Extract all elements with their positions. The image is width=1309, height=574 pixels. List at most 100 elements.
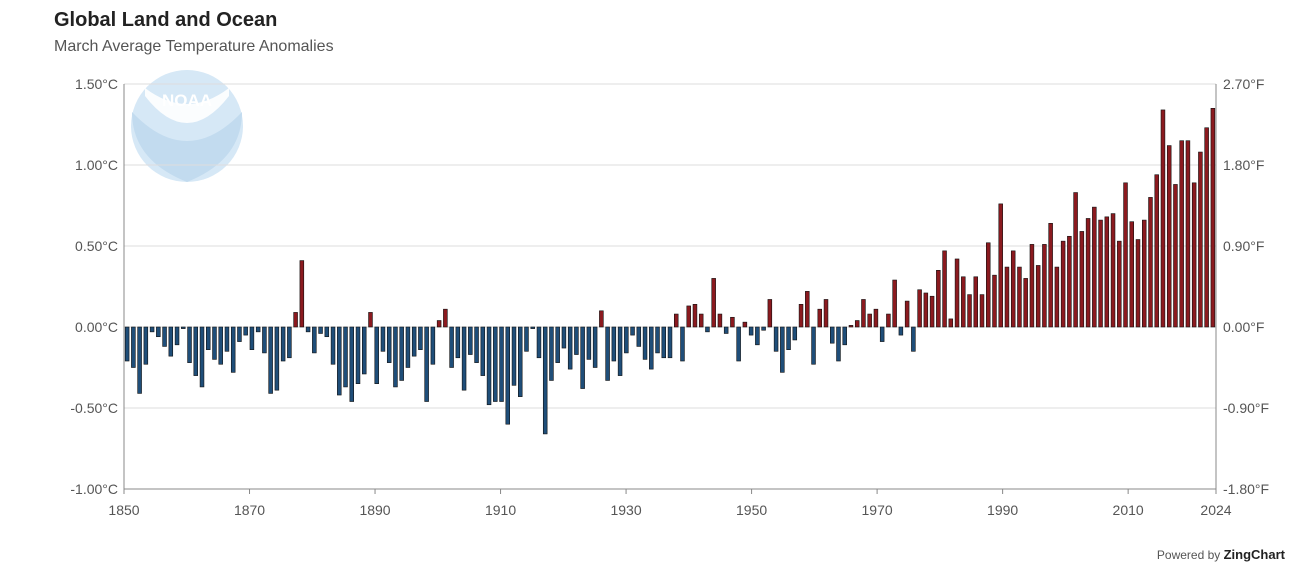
bar <box>717 313 723 328</box>
bar <box>705 326 710 333</box>
bar <box>249 326 255 350</box>
bar <box>349 326 354 402</box>
x-tick-label: 1910 <box>485 502 516 518</box>
bar <box>505 326 510 425</box>
bar <box>848 325 854 328</box>
bar <box>1073 192 1078 328</box>
y-tick-label-left: 0.00°C <box>75 319 118 335</box>
bar <box>1123 182 1128 328</box>
bar <box>973 276 979 328</box>
x-tick-label: 1930 <box>610 502 641 518</box>
bar <box>1185 140 1191 328</box>
bar <box>268 326 273 394</box>
bar <box>979 294 985 328</box>
bar <box>274 326 280 391</box>
x-tick-label: 2024 <box>1200 502 1231 518</box>
bar <box>830 326 835 344</box>
x-tick-label: 1890 <box>359 502 390 518</box>
bar <box>1060 240 1066 328</box>
x-tick-label: 2010 <box>1113 502 1144 518</box>
bar <box>811 326 816 365</box>
y-tick-label-right: -1.80°F <box>1223 481 1269 497</box>
bar <box>667 326 673 359</box>
bar <box>305 326 311 333</box>
bar <box>555 326 560 363</box>
bar <box>430 326 436 365</box>
bar <box>524 326 529 352</box>
bar <box>854 320 860 328</box>
bar <box>624 326 629 354</box>
bar <box>287 326 292 359</box>
bar <box>923 292 929 328</box>
bar <box>698 313 704 328</box>
bar <box>237 326 242 342</box>
bar <box>655 326 660 354</box>
x-tick-label: 1870 <box>234 502 265 518</box>
bar <box>1166 145 1172 328</box>
bar <box>405 326 411 368</box>
bar <box>212 326 217 360</box>
y-tick-label-right: 1.80°F <box>1223 157 1264 173</box>
bar <box>511 326 517 386</box>
bar <box>386 326 392 363</box>
bar <box>1098 219 1103 328</box>
bar <box>1148 197 1153 328</box>
bar <box>499 326 504 402</box>
bar <box>1179 140 1184 328</box>
bar <box>948 318 954 328</box>
bar <box>730 316 735 328</box>
bar <box>224 326 230 352</box>
bar <box>661 326 667 359</box>
bar <box>411 326 417 357</box>
bar <box>368 312 373 328</box>
bar <box>1160 109 1166 328</box>
credit-prefix: Powered by <box>1156 548 1221 562</box>
bar <box>418 326 423 350</box>
bar <box>343 326 348 388</box>
bar <box>586 326 592 360</box>
bar <box>156 326 161 338</box>
bar <box>1085 218 1091 328</box>
bar <box>649 326 654 370</box>
bar <box>636 326 642 347</box>
bar <box>393 326 398 388</box>
bar <box>1010 250 1016 328</box>
bar <box>773 326 779 352</box>
bar <box>711 278 716 328</box>
bar <box>911 326 916 352</box>
bar <box>929 295 935 328</box>
bar <box>723 326 729 334</box>
bar <box>299 260 305 328</box>
bar <box>736 326 741 362</box>
y-tick-label-left: 0.50°C <box>75 238 118 254</box>
bar <box>330 326 336 365</box>
bar <box>1067 235 1072 328</box>
bar <box>1004 266 1010 328</box>
noaa-logo-text: NOAA <box>162 91 212 110</box>
bar <box>218 326 223 365</box>
bar <box>493 326 498 402</box>
bar <box>449 326 454 368</box>
bar <box>748 326 754 336</box>
bar <box>561 326 567 349</box>
bar <box>337 326 342 396</box>
bar <box>954 258 960 328</box>
bar <box>480 326 486 376</box>
bar <box>230 326 236 373</box>
bar <box>1054 266 1060 328</box>
bar <box>461 326 467 391</box>
bar <box>355 326 361 385</box>
bar <box>873 308 879 328</box>
bar <box>936 269 941 328</box>
bar <box>1017 266 1022 328</box>
bar <box>542 326 548 435</box>
bar <box>642 326 648 360</box>
bar <box>468 326 473 355</box>
bar <box>1035 265 1041 328</box>
bar <box>362 326 367 375</box>
bar <box>424 326 429 402</box>
y-tick-label-right: 0.90°F <box>1223 238 1264 254</box>
bar <box>206 326 211 350</box>
powered-by-credit[interactable]: Powered by ZingChart <box>1157 547 1285 562</box>
